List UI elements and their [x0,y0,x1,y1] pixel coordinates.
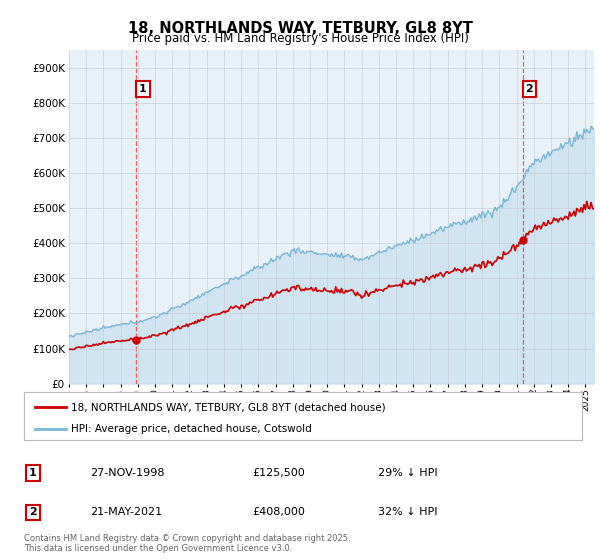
Text: 32% ↓ HPI: 32% ↓ HPI [378,507,437,517]
Text: 18, NORTHLANDS WAY, TETBURY, GL8 8YT (detached house): 18, NORTHLANDS WAY, TETBURY, GL8 8YT (de… [71,402,386,412]
Text: £408,000: £408,000 [252,507,305,517]
Text: HPI: Average price, detached house, Cotswold: HPI: Average price, detached house, Cots… [71,424,312,434]
Text: 2: 2 [526,84,533,94]
Text: 18, NORTHLANDS WAY, TETBURY, GL8 8YT: 18, NORTHLANDS WAY, TETBURY, GL8 8YT [128,21,472,36]
Text: 29% ↓ HPI: 29% ↓ HPI [378,468,437,478]
Text: Price paid vs. HM Land Registry's House Price Index (HPI): Price paid vs. HM Land Registry's House … [131,32,469,45]
Text: 27-NOV-1998: 27-NOV-1998 [90,468,164,478]
Text: £125,500: £125,500 [252,468,305,478]
Text: Contains HM Land Registry data © Crown copyright and database right 2025.
This d: Contains HM Land Registry data © Crown c… [24,534,350,553]
Text: 1: 1 [29,468,37,478]
Text: 21-MAY-2021: 21-MAY-2021 [90,507,162,517]
Text: 1: 1 [139,84,147,94]
Text: 2: 2 [29,507,37,517]
